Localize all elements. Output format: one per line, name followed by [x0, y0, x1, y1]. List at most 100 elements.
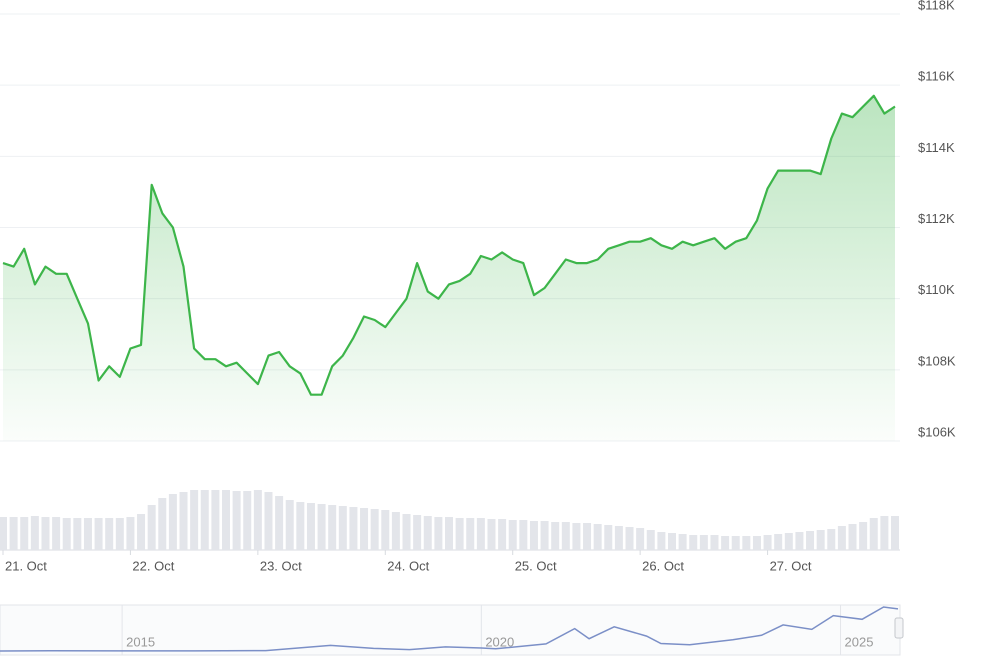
volume-bar	[731, 536, 740, 550]
volume-bar	[689, 535, 698, 550]
volume-bar	[137, 514, 146, 550]
navigator-tick-label: 2020	[485, 634, 514, 649]
volume-bar	[232, 491, 241, 550]
volume-bar	[423, 516, 432, 550]
volume-bar	[869, 518, 878, 550]
navigator-frame	[0, 604, 901, 656]
navigator-handle[interactable]	[894, 617, 904, 639]
volume-bar	[721, 536, 730, 550]
volume-bar	[338, 506, 347, 550]
volume-bar	[115, 518, 124, 550]
volume-bar	[52, 517, 61, 550]
volume-bar	[848, 524, 857, 550]
x-tick-label: 25. Oct	[515, 558, 557, 573]
volume-bar	[487, 519, 496, 550]
x-tick-label: 22. Oct	[132, 558, 174, 573]
volume-bar	[20, 517, 29, 550]
volume-bar	[243, 491, 252, 550]
volume-bar	[604, 525, 613, 550]
volume-bar	[9, 517, 18, 550]
navigator-line	[0, 606, 899, 652]
navigator-tick-label: 2015	[126, 634, 155, 649]
volume-bar	[572, 523, 581, 550]
volume-bar	[264, 492, 273, 550]
volume-bar	[317, 504, 326, 550]
y-tick-label: $110K	[918, 282, 955, 297]
volume-bar	[455, 518, 464, 550]
volume-bar	[476, 518, 485, 550]
volume-bar	[306, 503, 315, 550]
volume-bar	[381, 510, 390, 550]
volume-bar	[529, 521, 538, 550]
volume-bar	[668, 533, 676, 550]
volume-bar	[370, 509, 379, 550]
volume-bar	[625, 527, 634, 550]
x-tick-label: 27. Oct	[770, 558, 812, 573]
volume-bar	[466, 518, 475, 550]
volume-bar	[190, 490, 199, 550]
volume-bar	[126, 517, 135, 550]
x-tick-label: 23. Oct	[260, 558, 302, 573]
volume-bar	[168, 494, 177, 550]
price-line	[2, 94, 896, 396]
volume-bar	[360, 508, 369, 550]
volume-bar	[859, 522, 868, 550]
volume-bar	[413, 515, 422, 550]
y-tick-label: $114K	[918, 140, 955, 155]
volume-bar	[83, 518, 92, 550]
volume-bar	[646, 530, 655, 550]
volume-bar	[62, 518, 71, 550]
volume-bar	[774, 534, 783, 550]
volume-bar	[275, 496, 284, 550]
volume-bar	[328, 505, 337, 550]
volume-bar	[657, 532, 666, 550]
volume-bar	[784, 533, 793, 550]
x-tick-label: 21. Oct	[5, 558, 47, 573]
y-tick-label: $118K	[918, 0, 955, 12]
volume-bar	[498, 519, 507, 550]
volume-bar	[678, 534, 687, 550]
y-tick-label: $108K	[918, 353, 956, 368]
volume-bar	[222, 490, 230, 550]
y-tick-label: $106K	[918, 424, 956, 439]
volume-bar	[296, 502, 305, 550]
volume-bar	[816, 530, 825, 550]
volume-bar	[211, 490, 220, 550]
volume-bar	[158, 498, 167, 550]
volume-bar	[891, 516, 899, 550]
volume-bar	[30, 516, 39, 550]
y-tick-label: $112K	[918, 211, 955, 226]
volume-bar	[445, 517, 453, 550]
volume-bar	[0, 517, 7, 550]
volume-bar	[742, 536, 751, 550]
volume-bar	[391, 512, 400, 550]
volume-bar	[795, 532, 804, 550]
x-tick-label: 24. Oct	[387, 558, 429, 573]
volume-bar	[402, 514, 411, 550]
volume-bar	[508, 520, 517, 550]
volume-bar	[561, 522, 570, 550]
x-tick-label: 26. Oct	[642, 558, 684, 573]
volume-bar	[699, 535, 708, 550]
volume-bar	[551, 522, 560, 550]
navigator-tick-label: 2025	[845, 634, 874, 649]
volume-bar	[94, 518, 103, 550]
volume-bar	[763, 535, 772, 550]
volume-bar	[827, 529, 836, 550]
volume-bar	[73, 518, 82, 550]
volume-bar	[41, 517, 50, 550]
volume-bar	[434, 517, 443, 550]
volume-bar	[614, 526, 623, 550]
volume-bar	[710, 535, 719, 550]
volume-bar	[147, 505, 156, 550]
volume-bar	[349, 507, 358, 550]
volume-bar	[540, 521, 549, 550]
volume-bar	[200, 490, 209, 550]
volume-bar	[583, 523, 592, 550]
volume-bar	[806, 531, 815, 550]
volume-bar	[636, 528, 645, 550]
volume-bar	[179, 492, 188, 550]
volume-bar	[105, 518, 114, 550]
volume-bar	[593, 524, 602, 550]
